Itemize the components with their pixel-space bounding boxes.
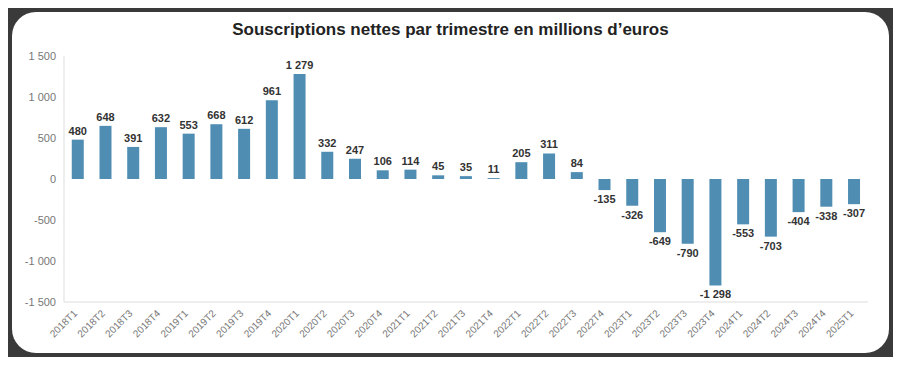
- svg-text:2019T1: 2019T1: [158, 307, 190, 339]
- svg-text:-790: -790: [677, 247, 699, 259]
- svg-text:-703: -703: [760, 240, 782, 252]
- svg-text:106: 106: [374, 155, 392, 167]
- svg-text:45: 45: [432, 160, 444, 172]
- svg-text:2021T2: 2021T2: [408, 307, 440, 339]
- svg-text:648: 648: [96, 111, 114, 123]
- svg-text:-649: -649: [649, 235, 671, 247]
- svg-text:2023T2: 2023T2: [630, 307, 662, 339]
- html-text:Souscriptions nettes par trime: Souscriptions nettes par trimestre en mi…: [232, 20, 669, 39]
- svg-text:-404: -404: [788, 215, 811, 227]
- svg-text:-135: -135: [594, 193, 616, 205]
- svg-text:2024T3: 2024T3: [768, 307, 800, 339]
- svg-text:2020T4: 2020T4: [352, 307, 384, 339]
- svg-text:2020T3: 2020T3: [325, 307, 357, 339]
- svg-text:2025T1: 2025T1: [824, 307, 856, 339]
- svg-text:84: 84: [571, 157, 584, 169]
- svg-text:668: 668: [207, 109, 225, 121]
- svg-text:-307: -307: [843, 207, 865, 219]
- svg-text:1 279: 1 279: [286, 59, 314, 71]
- svg-text:247: 247: [346, 144, 364, 156]
- svg-text:480: 480: [69, 125, 87, 137]
- svg-text:2019T4: 2019T4: [242, 307, 274, 339]
- svg-text:612: 612: [235, 114, 253, 126]
- svg-text:2023T3: 2023T3: [657, 307, 689, 339]
- svg-text:332: 332: [318, 137, 336, 149]
- svg-text:35: 35: [460, 161, 472, 173]
- svg-text:2018T4: 2018T4: [131, 307, 163, 339]
- svg-text:1 500: 1 500: [28, 50, 56, 62]
- svg-text:-326: -326: [621, 209, 643, 221]
- svg-text:114: 114: [402, 155, 421, 167]
- svg-text:2023T4: 2023T4: [685, 307, 717, 339]
- svg-text:2022T3: 2022T3: [547, 307, 579, 339]
- svg-text:2022T1: 2022T1: [491, 307, 523, 339]
- svg-text:500: 500: [38, 132, 56, 144]
- svg-text:-1 000: -1 000: [25, 255, 56, 267]
- svg-text:632: 632: [152, 112, 170, 124]
- svg-text:2024T1: 2024T1: [713, 307, 745, 339]
- svg-text:2020T2: 2020T2: [297, 307, 329, 339]
- svg-text:311: 311: [540, 138, 558, 150]
- svg-text:391: 391: [124, 132, 142, 144]
- svg-text:-1 500: -1 500: [25, 296, 56, 308]
- svg-text:-1 298: -1 298: [700, 288, 731, 300]
- svg-text:2022T2: 2022T2: [519, 307, 551, 339]
- svg-text:2024T2: 2024T2: [741, 307, 773, 339]
- svg-text:2021T1: 2021T1: [380, 307, 412, 339]
- svg-text:2024T4: 2024T4: [796, 307, 828, 339]
- svg-text:-500: -500: [34, 214, 56, 226]
- svg-text:2021T3: 2021T3: [436, 307, 468, 339]
- svg-text:2022T4: 2022T4: [574, 307, 606, 339]
- svg-text:2018T2: 2018T2: [75, 307, 107, 339]
- svg-text:2020T1: 2020T1: [269, 307, 301, 339]
- svg-text:-338: -338: [815, 210, 837, 222]
- svg-text:0: 0: [50, 173, 56, 185]
- svg-text:2023T1: 2023T1: [602, 307, 634, 339]
- svg-text:2019T3: 2019T3: [214, 307, 246, 339]
- svg-text:961: 961: [263, 85, 281, 97]
- svg-text:205: 205: [512, 147, 530, 159]
- svg-text:2018T1: 2018T1: [48, 307, 80, 339]
- svg-text:2018T3: 2018T3: [103, 307, 135, 339]
- svg-text:2021T4: 2021T4: [463, 307, 495, 339]
- svg-text:11: 11: [488, 163, 500, 175]
- svg-text:553: 553: [179, 119, 197, 131]
- svg-text:1 000: 1 000: [28, 91, 56, 103]
- svg-text:2019T2: 2019T2: [186, 307, 218, 339]
- svg-text:-553: -553: [732, 227, 754, 239]
